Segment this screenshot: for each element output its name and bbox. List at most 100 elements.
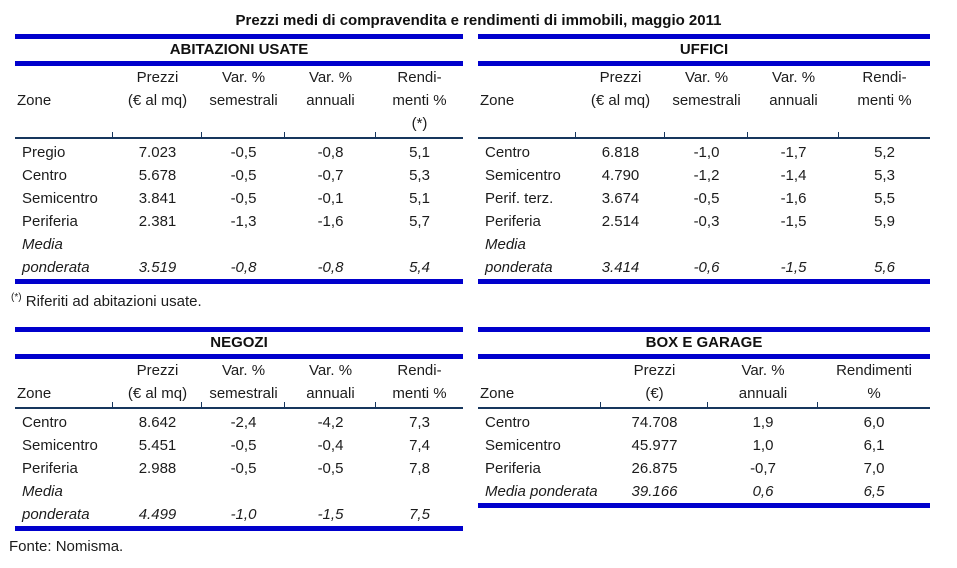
abitazioni-usate-table: Zone Prezzi (€ al mq) Var. % semestrali Va… (15, 66, 463, 284)
header-row: Zone Prezzi (€ al mq) Var. % semestrali Va… (15, 66, 463, 139)
zone-cell: Media ponderata (485, 483, 598, 500)
data-cell: 8.642 (138, 414, 177, 431)
data-cell: -0,4 (317, 437, 344, 454)
header-cell: Var. % semestrali (201, 359, 285, 409)
column-divider-tick (201, 132, 202, 137)
table-title: BOX E GARAGE (478, 327, 930, 359)
table-row: Semicentro 3.841 -0,5 -0,1 5,1 (15, 187, 463, 210)
header-cell: Rendi-menti % (*) (375, 66, 463, 139)
data-cell: -0,5 (230, 460, 257, 477)
zone-cell: Periferia (485, 213, 541, 230)
data-cell: 0,6 (752, 483, 774, 500)
data-cell: 7,0 (863, 460, 885, 477)
table-title: NEGOZI (15, 327, 463, 359)
footnote-text: Riferiti ad abitazioni usate. (21, 293, 202, 310)
table-box-e-garage: BOX E GARAGE Zone Prezzi (€) Var. % annuali R… (478, 327, 930, 531)
table-uffici: UFFICI Zone Prezzi (€ al mq) Var. % semest… (478, 34, 930, 284)
data-cell: -1,6 (780, 190, 807, 207)
column-divider-tick (112, 402, 113, 407)
data-cell: 5.451 (138, 437, 177, 454)
column-divider-tick (664, 132, 665, 137)
zone-cell: Media ponderata (22, 236, 90, 276)
table-row: Periferia 2.381 -1,3 -1,6 5,7 (15, 210, 463, 233)
data-cell: 4.790 (601, 167, 640, 184)
data-cell: 5,1 (409, 144, 430, 161)
zone-cell: Centro (485, 414, 531, 431)
data-cell: -1,6 (317, 213, 344, 230)
header-cell: Rendi-menti % (375, 359, 463, 409)
data-cell: -0,8 (317, 144, 344, 161)
data-cell: -0,5 (317, 460, 344, 477)
data-cell: 5,4 (409, 259, 430, 276)
data-cell: -1,5 (780, 213, 807, 230)
data-cell: -0,5 (230, 437, 257, 454)
page-title: Prezzi medi di compravendita e rendiment… (235, 12, 722, 29)
header-cell: Rendi-menti % (838, 66, 930, 139)
table-title: ABITAZIONI USATE (15, 34, 463, 66)
data-cell: 6,5 (863, 483, 885, 500)
zone-cell: Periferia (485, 460, 541, 477)
data-cell: 39.166 (631, 483, 678, 500)
data-cell: 5,7 (409, 213, 430, 230)
data-cell: -1,5 (780, 259, 807, 276)
header-cell: Zone (15, 359, 113, 409)
header-cell: Var. % annuali (707, 359, 818, 409)
zone-cell: Perif. terz. (485, 190, 554, 207)
data-cell: 3.414 (601, 259, 640, 276)
data-cell: -1,0 (693, 144, 720, 161)
table-row: Centro 74.708 1,9 6,0 (478, 408, 930, 434)
table-negozi: NEGOZI Zone Prezzi (€ al mq) Var. % semestra… (15, 327, 463, 531)
data-cell: 4.499 (138, 506, 177, 523)
zone-cell: Pregio (22, 144, 66, 161)
table-row: Media ponderata 3.414 -0,6 -1,5 5,6 (478, 233, 930, 282)
header-row: Zone Prezzi (€ al mq) Var. % semestrali Va… (478, 66, 930, 139)
zone-cell: Centro (485, 144, 531, 161)
data-cell: 26.875 (631, 460, 678, 477)
column-divider-tick (600, 402, 601, 407)
data-cell: 3.674 (601, 190, 640, 207)
header-cell: Var. % annuali (284, 359, 376, 409)
document-page: Prezzi medi di compravendita e rendiment… (0, 11, 957, 568)
table-row: Semicentro 5.451 -0,5 -0,4 7,4 (15, 434, 463, 457)
data-cell: 1,9 (752, 414, 774, 431)
data-cell: -1,5 (317, 506, 344, 523)
data-cell: 7,8 (409, 460, 430, 477)
header-cell: Var. % semestrali (201, 66, 285, 139)
table-row: Periferia 26.875 -0,7 7,0 (478, 457, 930, 480)
data-cell: 7,3 (409, 414, 430, 431)
column-divider-tick (817, 402, 818, 407)
header-cell: Prezzi (€ al mq) (575, 66, 665, 139)
column-divider-tick (747, 132, 748, 137)
data-cell: 5,2 (874, 144, 895, 161)
header-cell: Zone (478, 359, 601, 409)
data-cell: 6,1 (863, 437, 885, 454)
data-cell: 2.381 (138, 213, 177, 230)
header-row: Zone Prezzi (€) Var. % annuali Rendimenti% (478, 359, 930, 409)
data-cell: 5,9 (874, 213, 895, 230)
table-row: Periferia 2.514 -0,3 -1,5 5,9 (478, 210, 930, 233)
data-cell: 5,6 (874, 259, 895, 276)
column-divider-tick (284, 402, 285, 407)
data-cell: -2,4 (230, 414, 257, 431)
source-note: Fonte: Nomisma. (9, 538, 124, 555)
data-cell: 74.708 (631, 414, 678, 431)
header-cell: Var. % annuali (284, 66, 376, 139)
zone-cell: Media ponderata (22, 483, 90, 523)
data-cell: 7,4 (409, 437, 430, 454)
table-abitazioni-usate: ABITAZIONI USATE Zone Prezzi (€ al mq) Va… (15, 34, 463, 284)
header-cell: Prezzi (€ al mq) (112, 66, 202, 139)
zone-cell: Semicentro (485, 437, 561, 454)
data-cell: 3.519 (138, 259, 177, 276)
data-cell: 5.678 (138, 167, 177, 184)
table-row: Media ponderata 39.166 0,6 6,5 (478, 480, 930, 506)
data-cell: -0,5 (693, 190, 720, 207)
data-cell: 45.977 (631, 437, 678, 454)
column-divider-tick (201, 402, 202, 407)
footnote: (*) Riferiti ad abitazioni usate. (11, 287, 957, 310)
zone-cell: Centro (22, 167, 68, 184)
data-cell: -1,2 (693, 167, 720, 184)
data-cell: 2.514 (601, 213, 640, 230)
table-row: Centro 5.678 -0,5 -0,7 5,3 (15, 164, 463, 187)
data-cell: 7.023 (138, 144, 177, 161)
data-cell: -0,7 (750, 460, 776, 477)
